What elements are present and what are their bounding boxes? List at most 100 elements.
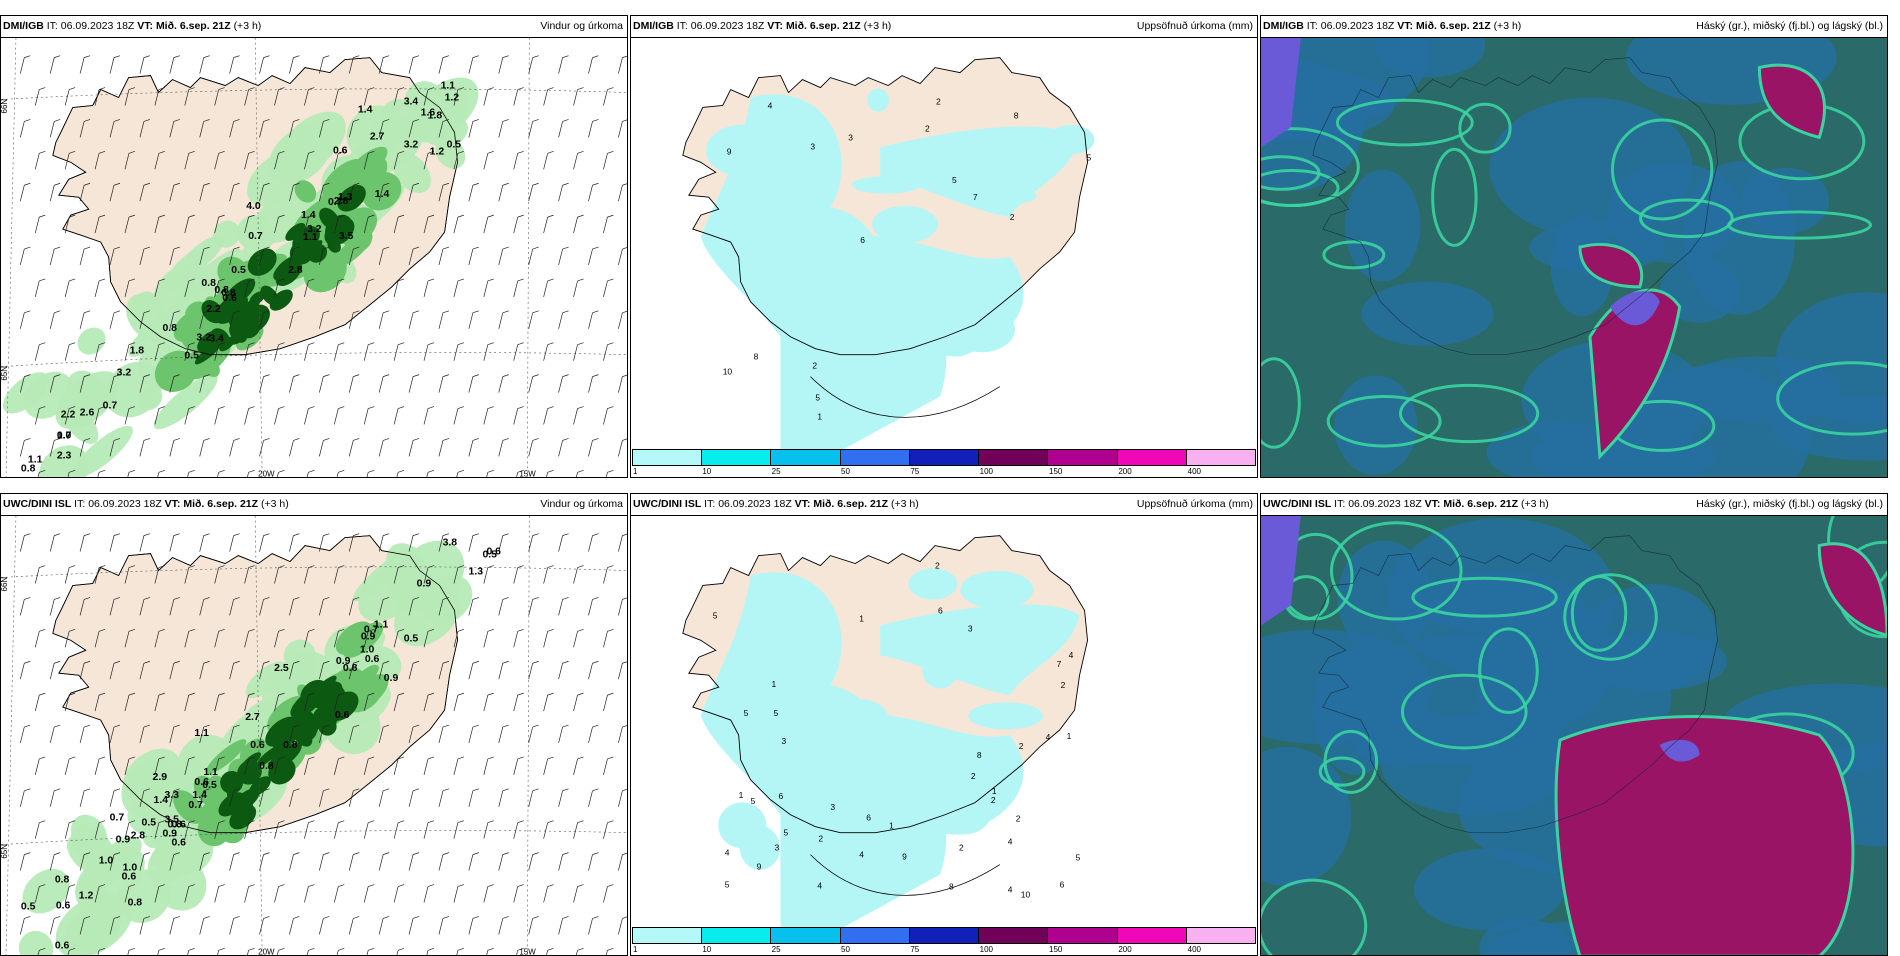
precip-value-label: 1.4 bbox=[375, 189, 390, 200]
precip-value-label: 0.5 bbox=[21, 901, 36, 912]
cloud-field bbox=[1261, 37, 1887, 477]
axis-label: 66N bbox=[1, 577, 9, 592]
valid-time: Mið. 6.sep. 21Z bbox=[155, 20, 231, 32]
legend-swatch bbox=[1186, 450, 1255, 465]
precip-value-label: 0.5 bbox=[482, 550, 497, 561]
precip-value-label: 3.2 bbox=[117, 368, 132, 379]
lead-time: (+3 h) bbox=[1520, 498, 1549, 510]
accum-value-label: 5 bbox=[713, 610, 718, 620]
init-time: 06.09.2023 18Z bbox=[60, 20, 135, 32]
legend-label: 150 bbox=[1049, 467, 1063, 476]
precip-value-label: 0.8 bbox=[167, 820, 182, 831]
precip-value-label: 0.8 bbox=[221, 288, 236, 299]
panel-uwc-wind: UWC/DINI ISL IT: 06.09.2023 18Z VT: Mið.… bbox=[0, 493, 628, 956]
precip-value-label: 1.1 bbox=[303, 232, 318, 243]
precip-value-label: 1.4 bbox=[192, 790, 207, 801]
panel-title: Uppsöfnuð úrkoma (mm) bbox=[1136, 498, 1253, 510]
axis-label: 20W bbox=[258, 947, 275, 956]
precipitation-field bbox=[700, 568, 1080, 935]
accum-value-label: 2 bbox=[959, 843, 964, 853]
accum-value-label: 4 bbox=[1046, 732, 1051, 742]
precip-value-label: 1.0 bbox=[123, 863, 138, 874]
legend-colorbar bbox=[632, 927, 1256, 944]
precip-value-label: 0.5 bbox=[202, 780, 217, 791]
legend-swatch bbox=[909, 928, 980, 943]
accum-value-label: 5 bbox=[744, 708, 749, 718]
precip-value-label: 1.4 bbox=[301, 210, 316, 221]
lat-lon-grid bbox=[1, 37, 627, 477]
precip-value-label: 2.8 bbox=[131, 831, 146, 842]
precip-value-label: 0.7 bbox=[110, 813, 125, 824]
vt-label: VT: bbox=[767, 20, 784, 32]
legend-swatch bbox=[702, 928, 772, 943]
panel-header: DMI/IGB IT: 06.09.2023 18Z VT: Mið. 6.se… bbox=[1, 16, 627, 38]
precipitation-field bbox=[3, 77, 479, 477]
iceland-coastline bbox=[1312, 57, 1718, 356]
accum-value-label: 9 bbox=[902, 852, 907, 862]
panel-title: Vindur og úrkoma bbox=[540, 20, 623, 32]
init-time: 06.09.2023 18Z bbox=[1320, 20, 1395, 32]
accum-value-label: 2 bbox=[1061, 680, 1066, 690]
accum-value-label: 8 bbox=[977, 750, 982, 760]
accum-value-label: 1 bbox=[1067, 731, 1072, 741]
legend-swatch bbox=[633, 928, 703, 943]
precip-value-label: 0.6 bbox=[333, 145, 348, 156]
cloud-field bbox=[1261, 515, 1887, 955]
precip-value-label: 3.2 bbox=[307, 224, 322, 235]
legend-swatch bbox=[702, 450, 772, 465]
it-label: IT: bbox=[1306, 20, 1318, 32]
precip-value-label: 0.8 bbox=[128, 897, 143, 908]
accum-value-label: 1 bbox=[772, 679, 777, 689]
accum-value-label: 9 bbox=[757, 862, 762, 872]
panel-header: UWC/DINI ISL IT: 06.09.2023 18Z VT: Mið.… bbox=[1, 494, 627, 516]
it-label: IT: bbox=[74, 498, 86, 510]
axis-label: 66N bbox=[1, 99, 9, 114]
panel-dmi-cloud: DMI/IGB IT: 06.09.2023 18Z VT: Mið. 6.se… bbox=[1260, 15, 1888, 478]
valid-time: Mið. 6.sep. 21Z bbox=[785, 20, 861, 32]
precip-value-label: 0.5 bbox=[184, 351, 199, 362]
lead-time: (+3 h) bbox=[233, 20, 262, 32]
panel-dmi-accum: DMI/IGB IT: 06.09.2023 18Z VT: Mið. 6.se… bbox=[630, 15, 1258, 478]
vt-label: VT: bbox=[794, 498, 811, 510]
accum-value-label: 3 bbox=[782, 736, 787, 746]
precip-value-label: 1.2 bbox=[79, 890, 94, 901]
accum-value-label: 5 bbox=[751, 796, 756, 806]
accum-value-label: 2 bbox=[925, 123, 930, 133]
precip-value-label: 2.3 bbox=[57, 450, 72, 461]
init-time: 06.09.2023 18Z bbox=[1348, 498, 1422, 510]
accum-value-label: 4 bbox=[725, 848, 730, 858]
legend-swatch bbox=[979, 928, 1049, 943]
it-label: IT: bbox=[676, 20, 688, 32]
accum-value-label: 2 bbox=[971, 771, 976, 781]
precip-value-label: 2.9 bbox=[153, 772, 168, 783]
precip-value-label: 0.6 bbox=[171, 820, 186, 831]
precip-value-label: 1.1 bbox=[203, 767, 218, 778]
precip-value-label: 0.9 bbox=[384, 673, 399, 684]
map-canvas bbox=[1261, 37, 1887, 477]
accum-value-label: 3 bbox=[830, 802, 835, 812]
precip-value-label: 2.7 bbox=[245, 712, 260, 723]
accum-value-label: 2 bbox=[991, 795, 996, 805]
precip-value-label: 0.9 bbox=[336, 656, 351, 667]
lead-time: (+3 h) bbox=[863, 20, 892, 32]
accum-value-label: 6 bbox=[860, 235, 865, 245]
accum-value-label: 3 bbox=[810, 141, 815, 151]
precip-value-label: 0.8 bbox=[55, 875, 70, 886]
precip-value-label: 0.8 bbox=[21, 463, 36, 474]
panel-model: DMI/IGB bbox=[1263, 20, 1304, 32]
accum-value-label: 5 bbox=[952, 175, 957, 185]
valid-time: Mið. 6.sep. 21Z bbox=[813, 498, 889, 510]
accum-value-label: 1 bbox=[739, 790, 744, 800]
init-time: 06.09.2023 18Z bbox=[718, 498, 792, 510]
axis-label: 20W bbox=[258, 469, 275, 478]
legend-swatch bbox=[1186, 928, 1255, 943]
precip-value-label: 3.5 bbox=[164, 815, 179, 826]
legend-swatch bbox=[771, 928, 841, 943]
precip-value-label: 1.3 bbox=[469, 567, 484, 578]
precip-value-label: 2.2 bbox=[206, 304, 221, 315]
precip-value-label: 0.5 bbox=[231, 265, 246, 276]
precip-value-label: 0.5 bbox=[404, 633, 419, 644]
legend-swatch bbox=[1117, 450, 1187, 465]
accum-value-label: 4 bbox=[1069, 650, 1074, 660]
precip-value-label: 0.8 bbox=[283, 740, 298, 751]
